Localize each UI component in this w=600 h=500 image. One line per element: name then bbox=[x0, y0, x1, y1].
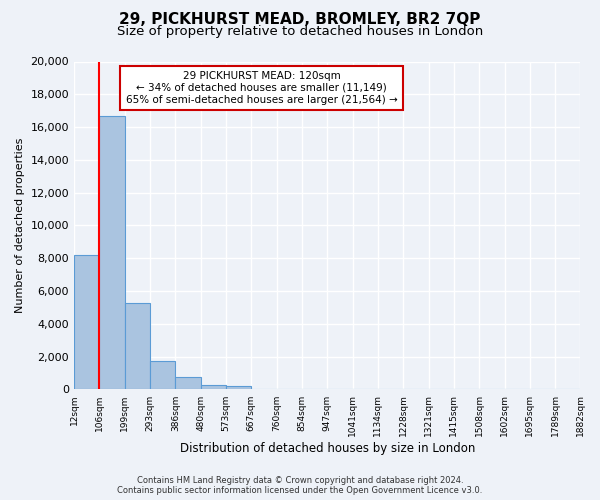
Y-axis label: Number of detached properties: Number of detached properties bbox=[15, 138, 25, 313]
Bar bbox=[125, 302, 150, 390]
Text: 29 PICKHURST MEAD: 120sqm
← 34% of detached houses are smaller (11,149)
65% of s: 29 PICKHURST MEAD: 120sqm ← 34% of detac… bbox=[125, 72, 397, 104]
Bar bbox=[150, 361, 175, 390]
Text: 29, PICKHURST MEAD, BROMLEY, BR2 7QP: 29, PICKHURST MEAD, BROMLEY, BR2 7QP bbox=[119, 12, 481, 28]
Bar bbox=[226, 386, 251, 390]
Bar bbox=[200, 386, 226, 390]
Text: Size of property relative to detached houses in London: Size of property relative to detached ho… bbox=[117, 25, 483, 38]
Bar bbox=[74, 255, 100, 390]
Text: Contains HM Land Registry data © Crown copyright and database right 2024.
Contai: Contains HM Land Registry data © Crown c… bbox=[118, 476, 482, 495]
Bar bbox=[100, 116, 125, 390]
X-axis label: Distribution of detached houses by size in London: Distribution of detached houses by size … bbox=[179, 442, 475, 455]
Bar bbox=[175, 377, 200, 390]
